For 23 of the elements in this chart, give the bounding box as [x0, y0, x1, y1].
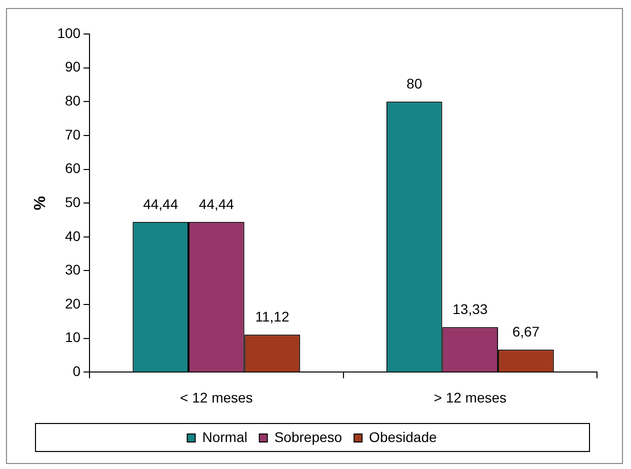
y-tick-label: 70 [64, 126, 81, 142]
data-label: 6,67 [512, 324, 540, 340]
data-label: 44,44 [143, 196, 178, 212]
y-tick-label: 80 [64, 92, 81, 108]
legend-label: Normal [202, 428, 248, 445]
y-tick-label: 100 [57, 24, 81, 41]
y-tick-label: 50 [64, 194, 81, 210]
data-label: 80 [406, 76, 422, 92]
y-tick-label: 30 [64, 262, 81, 278]
data-label: 11,12 [255, 308, 290, 324]
data-label: 13,33 [452, 300, 488, 317]
x-tick-label: < 12 meses [180, 389, 253, 406]
legend-label: Obesidade [369, 428, 437, 445]
y-tick-label: 0 [72, 363, 81, 380]
y-tick-label: 20 [64, 295, 81, 312]
x-tick-label: > 12 meses [434, 389, 507, 406]
y-tick-label: 10 [64, 329, 81, 346]
y-tick-label: 40 [64, 228, 81, 244]
y-tick-label: 90 [64, 58, 81, 75]
legend-label: Sobrepeso [274, 428, 342, 445]
data-label: 44,44 [198, 196, 234, 212]
y-tick-label: 60 [64, 160, 81, 176]
y-axis-title: % [32, 196, 50, 210]
